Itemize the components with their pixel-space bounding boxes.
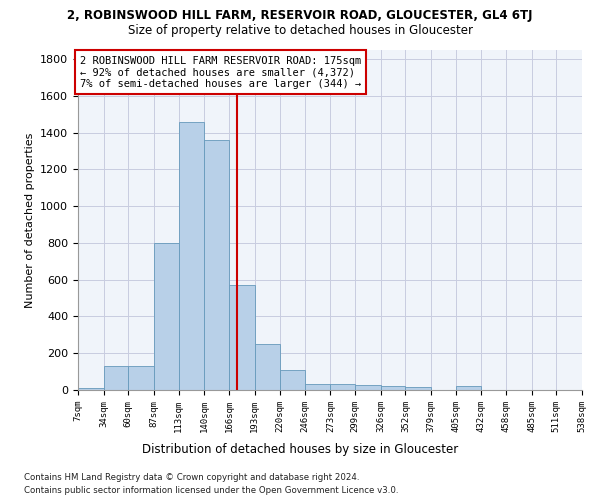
Bar <box>355 386 381 390</box>
Bar <box>78 388 104 390</box>
Text: 2 ROBINSWOOD HILL FARM RESERVOIR ROAD: 175sqm
← 92% of detached houses are small: 2 ROBINSWOOD HILL FARM RESERVOIR ROAD: 1… <box>80 56 361 88</box>
Bar <box>254 344 280 390</box>
Bar <box>229 285 254 390</box>
Text: Contains public sector information licensed under the Open Government Licence v3: Contains public sector information licen… <box>24 486 398 495</box>
Bar <box>381 386 406 390</box>
Y-axis label: Number of detached properties: Number of detached properties <box>25 132 35 308</box>
Bar <box>305 384 331 390</box>
Bar <box>204 140 229 390</box>
Bar <box>456 386 481 390</box>
Bar <box>104 366 128 390</box>
Text: Contains HM Land Registry data © Crown copyright and database right 2024.: Contains HM Land Registry data © Crown c… <box>24 472 359 482</box>
Text: 2, ROBINSWOOD HILL FARM, RESERVOIR ROAD, GLOUCESTER, GL4 6TJ: 2, ROBINSWOOD HILL FARM, RESERVOIR ROAD,… <box>67 9 533 22</box>
Text: Size of property relative to detached houses in Gloucester: Size of property relative to detached ho… <box>128 24 473 37</box>
Text: Distribution of detached houses by size in Gloucester: Distribution of detached houses by size … <box>142 442 458 456</box>
Bar <box>280 370 305 390</box>
Bar <box>406 387 431 390</box>
Bar <box>331 384 355 390</box>
Bar <box>154 243 179 390</box>
Bar <box>128 366 154 390</box>
Bar <box>179 122 204 390</box>
